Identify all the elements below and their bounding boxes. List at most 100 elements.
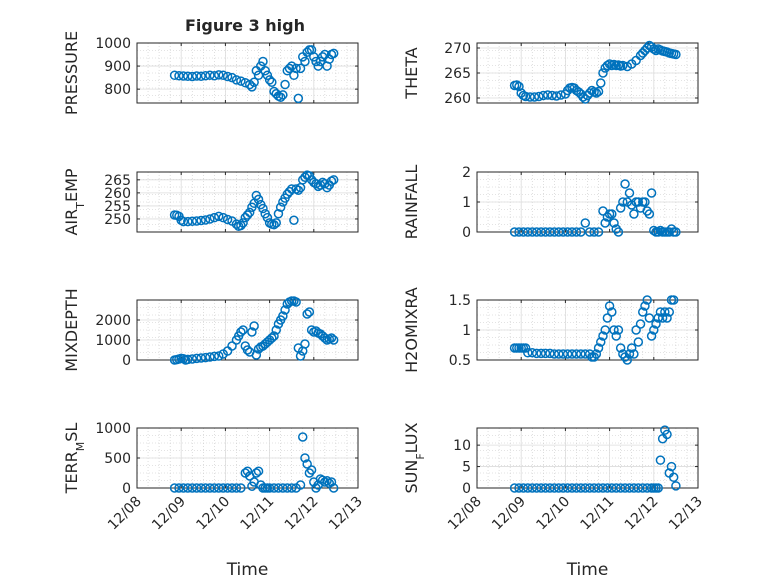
data-point xyxy=(584,483,595,493)
data-point xyxy=(551,91,562,101)
subplot-pressure: 800 900 1000 PRESSURE xyxy=(62,31,359,115)
axes-box xyxy=(136,171,359,233)
data-point xyxy=(640,197,650,207)
data-point xyxy=(326,333,337,343)
data-point xyxy=(322,476,332,486)
data-point xyxy=(593,227,604,237)
data-point xyxy=(315,56,326,67)
data-point xyxy=(571,483,582,493)
data-point xyxy=(311,178,321,189)
data-point xyxy=(607,307,617,317)
data-point xyxy=(227,341,237,351)
y-label-part: RAINFALL xyxy=(402,165,421,240)
x-axis-label: Time xyxy=(566,560,609,580)
data-point xyxy=(300,339,310,349)
data-point xyxy=(183,216,193,227)
y-label-subscript: M xyxy=(74,442,87,452)
data-point xyxy=(249,321,259,331)
data-point xyxy=(527,227,537,237)
data-point xyxy=(525,92,535,102)
data-point xyxy=(267,333,277,343)
data-point xyxy=(200,215,211,225)
data-point xyxy=(600,218,610,228)
data-point xyxy=(222,214,233,225)
data-point xyxy=(302,459,312,469)
data-point xyxy=(668,472,679,483)
data-point xyxy=(571,349,582,359)
data-point xyxy=(545,483,555,493)
data-point xyxy=(240,77,251,88)
data-point xyxy=(244,207,255,218)
y-axis-label: RAINFALL xyxy=(402,165,421,240)
data-point xyxy=(531,227,542,237)
data-point xyxy=(306,465,317,475)
data-point xyxy=(631,325,641,335)
data-point xyxy=(613,227,624,237)
y-tick-label: 5 xyxy=(462,460,471,476)
data-point xyxy=(262,212,273,223)
data-point xyxy=(635,319,646,329)
data-point xyxy=(280,79,290,90)
data-point xyxy=(651,45,661,56)
data-point xyxy=(593,343,604,353)
data-point xyxy=(554,227,564,237)
data-point xyxy=(629,349,639,359)
y-label-part: MIXDEPTH xyxy=(62,288,81,371)
data-point xyxy=(567,483,577,493)
data-point xyxy=(249,77,259,87)
series-markers xyxy=(509,295,679,365)
data-point xyxy=(218,483,228,493)
y-axis-label: PRESSURE xyxy=(62,31,81,115)
data-point xyxy=(273,208,284,219)
y-tick-label: 0 xyxy=(122,481,131,497)
data-point xyxy=(271,218,281,228)
data-point xyxy=(275,92,286,102)
data-point xyxy=(253,466,264,476)
data-point xyxy=(242,466,253,476)
data-point xyxy=(269,483,279,493)
data-point xyxy=(576,483,586,493)
y-tick-label: 265 xyxy=(444,66,471,82)
y-label-part: H2OMIXRA xyxy=(402,287,421,373)
data-point xyxy=(653,313,663,323)
data-point xyxy=(196,71,206,81)
data-point xyxy=(609,218,619,228)
data-point xyxy=(238,218,248,228)
tick-marks xyxy=(136,42,359,103)
data-point xyxy=(626,343,637,353)
data-point xyxy=(593,86,604,97)
data-point xyxy=(576,349,586,359)
data-point xyxy=(562,483,573,493)
data-point xyxy=(293,93,304,104)
y-label-part: TERR xyxy=(62,451,81,494)
y-label-subscript: F xyxy=(414,453,427,459)
data-point xyxy=(269,219,279,230)
data-point xyxy=(191,216,202,226)
data-point xyxy=(638,307,648,317)
data-point xyxy=(640,301,650,311)
data-point xyxy=(591,349,602,359)
data-point xyxy=(653,483,663,493)
data-point xyxy=(209,71,220,81)
subplot-h2omixra: 0.5 1 1.5 H2OMIXRA xyxy=(402,287,699,373)
data-point xyxy=(183,483,193,493)
data-point xyxy=(205,214,215,224)
data-point xyxy=(295,480,306,490)
data-point xyxy=(602,313,613,323)
data-point xyxy=(253,70,264,81)
data-point xyxy=(209,212,220,223)
data-point xyxy=(313,61,323,71)
data-point xyxy=(282,483,293,493)
axes-box xyxy=(136,42,359,104)
y-axis-label: TERRMSL xyxy=(62,423,87,495)
data-point xyxy=(580,483,591,493)
y-tick-label: 250 xyxy=(104,212,131,228)
data-point xyxy=(169,70,180,81)
y-tick-label: 10 xyxy=(453,438,471,454)
data-point xyxy=(620,179,630,189)
data-point xyxy=(536,227,546,237)
y-tick-label: 1000 xyxy=(95,333,131,349)
tick-marks xyxy=(476,43,699,103)
